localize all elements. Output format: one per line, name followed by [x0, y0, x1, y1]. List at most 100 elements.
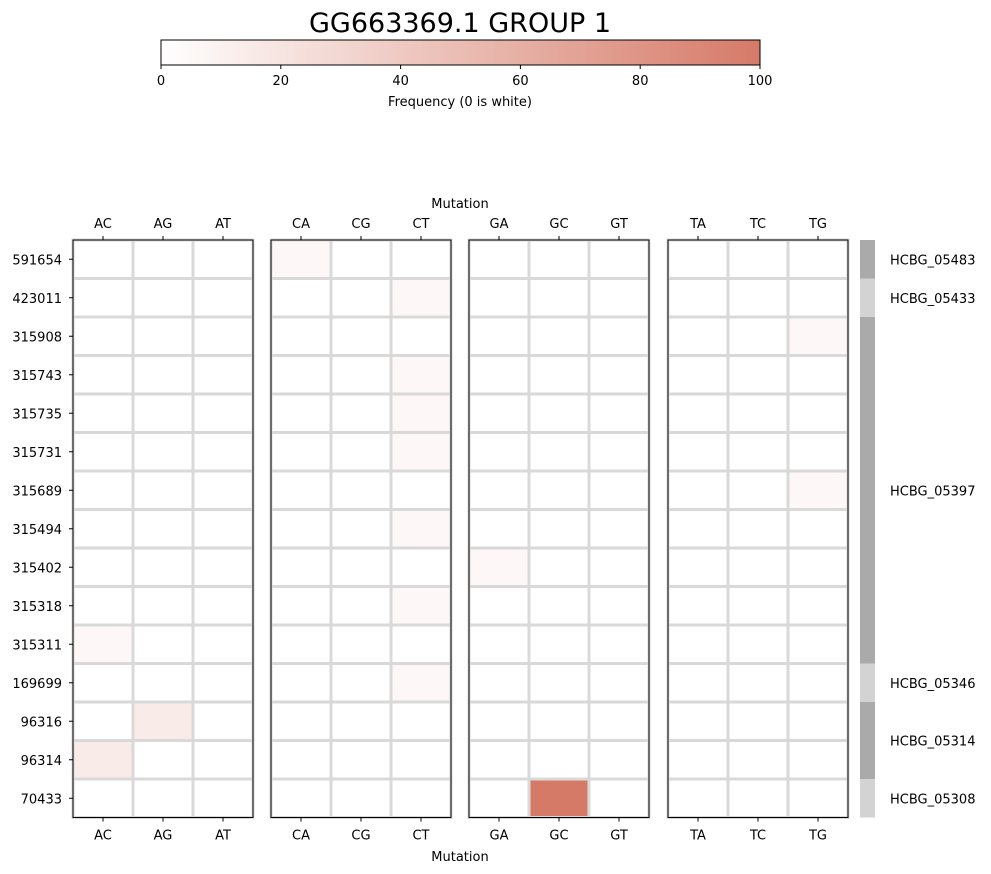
heatmap-cell [587, 546, 651, 588]
heatmap-cell [389, 469, 453, 511]
row-label: 315689 [12, 484, 62, 499]
heatmap-cell [191, 508, 255, 550]
column-label-top: TA [689, 217, 706, 232]
column-label-bottom: GC [549, 829, 568, 844]
heatmap-cell [726, 777, 790, 819]
column-label-top: GT [610, 217, 628, 232]
group-segment [860, 278, 875, 317]
heatmap-cell [329, 508, 393, 550]
heatmap-cell [467, 392, 531, 434]
heatmap-cell [527, 469, 591, 511]
heatmap-cell [131, 277, 195, 319]
heatmap-cell [786, 354, 850, 396]
heatmap-cell [726, 508, 790, 550]
heatmap-cell [786, 392, 850, 434]
heatmap-cell [131, 238, 195, 280]
heatmap-cell [786, 508, 850, 550]
heatmap-cell [666, 546, 730, 588]
heatmap-cell [527, 508, 591, 550]
heatmap-cell [726, 238, 790, 280]
heatmap-cell [191, 662, 255, 704]
heatmap-cell [269, 739, 333, 781]
column-label-bottom: AG [154, 829, 173, 844]
heatmap-cell [587, 431, 651, 473]
heatmap-cell [191, 277, 255, 319]
heatmap-cell [389, 354, 453, 396]
group-label: HCBG_05483 [890, 253, 975, 268]
heatmap-cell [786, 739, 850, 781]
group-segment [860, 702, 875, 779]
heatmap-cell [269, 662, 333, 704]
group-segment [860, 663, 875, 702]
heatmap-cell [527, 238, 591, 280]
heatmap-cell [329, 777, 393, 819]
heatmap-cell [191, 546, 255, 588]
heatmap-cell [726, 354, 790, 396]
heatmap-cell [726, 431, 790, 473]
heatmap-cell [269, 585, 333, 627]
heatmap-cell [587, 469, 651, 511]
heatmap-cell [269, 431, 333, 473]
heatmap-cell [786, 431, 850, 473]
heatmap-cell [71, 662, 135, 704]
heatmap-cell [467, 469, 531, 511]
heatmap-cell [786, 469, 850, 511]
heatmap-cell [726, 277, 790, 319]
heatmap-cell [191, 315, 255, 357]
heatmap-cell [329, 238, 393, 280]
heatmap-cell [389, 662, 453, 704]
heatmap-cell [131, 585, 195, 627]
column-label-top: GA [490, 217, 509, 232]
heatmap-cell [527, 315, 591, 357]
column-label-bottom: AT [215, 829, 231, 844]
heatmap-cell [269, 392, 333, 434]
heatmap-cell [131, 431, 195, 473]
colorbar-tick-label: 0 [157, 74, 165, 89]
group-segment [860, 240, 875, 279]
heatmap-cell [527, 431, 591, 473]
heatmap-cell [587, 700, 651, 742]
group-label: HCBG_05346 [890, 677, 975, 692]
row-label: 70433 [21, 792, 62, 807]
heatmap-cell [389, 277, 453, 319]
column-label-bottom: GT [610, 829, 628, 844]
column-label-top: AC [94, 217, 112, 232]
row-label: 423011 [12, 292, 62, 307]
heatmap-cell [329, 739, 393, 781]
colorbar-label: Frequency (0 is white) [388, 95, 532, 110]
heatmap-cell [726, 700, 790, 742]
heatmap-cell [329, 546, 393, 588]
column-label-top: TG [808, 217, 827, 232]
heatmap-cell [389, 739, 453, 781]
heatmap-cell [587, 623, 651, 665]
heatmap-cell [329, 431, 393, 473]
row-label: 315908 [12, 330, 62, 345]
heatmap-cell [389, 585, 453, 627]
chart-title: GG663369.1 GROUP 1 [309, 8, 611, 39]
heatmap-cell [131, 623, 195, 665]
heatmap-cell [587, 238, 651, 280]
heatmap-cell [131, 469, 195, 511]
heatmap-cell [389, 431, 453, 473]
heatmap-cell [329, 277, 393, 319]
colorbar-tick-label: 60 [512, 74, 529, 89]
heatmap-cell [329, 623, 393, 665]
heatmap-cell [131, 777, 195, 819]
heatmap-cell [726, 315, 790, 357]
heatmap-cell [269, 508, 333, 550]
heatmap-cell [527, 739, 591, 781]
heatmap-cell [527, 700, 591, 742]
heatmap-cell [71, 623, 135, 665]
heatmap-cell [527, 277, 591, 319]
heatmap-cell [786, 623, 850, 665]
group-segment [860, 779, 875, 818]
row-labels: 591654 423011 315908 315743 315735 315731 3156… [12, 253, 73, 807]
group-segment [860, 317, 875, 664]
heatmap-cell [666, 431, 730, 473]
heatmap-cell [786, 700, 850, 742]
heatmap-cell [329, 662, 393, 704]
column-label-bottom: TG [808, 829, 827, 844]
heatmap-panel: AC AC AG AG AT AT [71, 217, 255, 844]
heatmap-cell [71, 546, 135, 588]
